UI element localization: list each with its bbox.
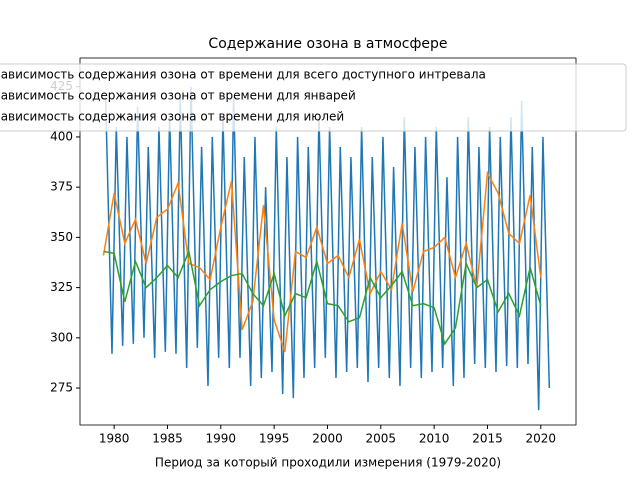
legend-box [0, 63, 627, 132]
y-tick-label: 350 [50, 230, 73, 244]
series-line [103, 248, 542, 346]
x-tick-label: 2020 [526, 432, 557, 446]
chart-title: Содержание озона в атмосфере [208, 36, 447, 52]
legend-label: Зависимость содержания озона от времени … [0, 110, 344, 124]
y-tick-label: 300 [50, 330, 73, 344]
x-tick-label: 1995 [259, 432, 290, 446]
legend: Зависимость содержания озона от времени … [0, 63, 627, 132]
x-tick-label: 1990 [206, 432, 237, 446]
x-tick-label: 2010 [419, 432, 450, 446]
x-axis-label: Период за который проходили измерения (1… [155, 456, 501, 470]
y-tick-label: 325 [50, 280, 73, 294]
x-tick-label: 2000 [312, 432, 343, 446]
x-tick-label: 2005 [366, 432, 397, 446]
x-tick-label: 1980 [99, 432, 130, 446]
x-tick-label: 1985 [152, 432, 183, 446]
series-line [102, 170, 542, 353]
series-line [104, 86, 551, 411]
x-tick-label: 2015 [472, 432, 503, 446]
legend-label: Зависимость содержания озона от времени … [0, 68, 486, 82]
legend-label: Зависимость содержания озона от времени … [0, 89, 356, 103]
y-tick-label: 400 [50, 129, 73, 143]
y-tick-label: 375 [50, 180, 73, 194]
y-tick-label: 275 [50, 381, 73, 395]
plot-frame [79, 57, 577, 426]
